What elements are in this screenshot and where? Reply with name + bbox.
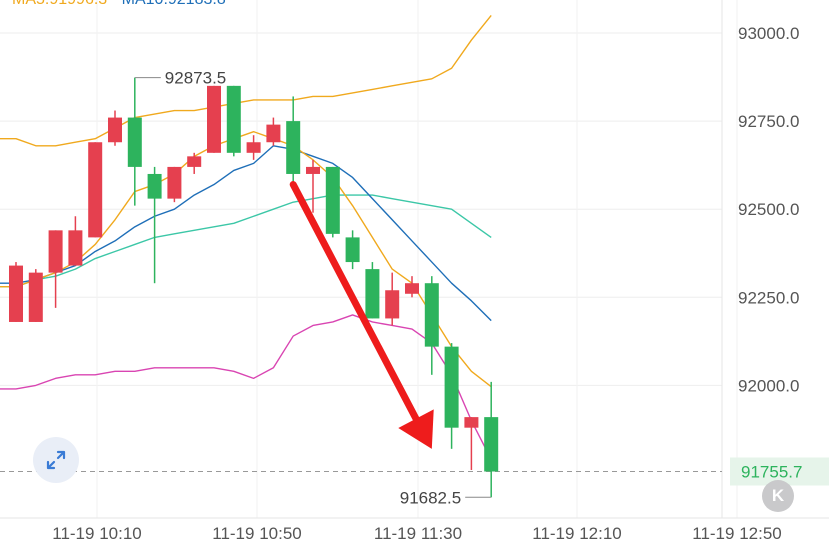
scroll-to-latest-button[interactable]: K <box>762 480 794 512</box>
candle-down <box>484 417 499 472</box>
candle-up <box>306 166 320 174</box>
candle-down <box>424 283 439 347</box>
ma-legend: MA5:91996.3 MA10:92183.8 <box>12 0 236 9</box>
candle-down <box>325 166 340 234</box>
expand-icon <box>46 450 66 470</box>
candle-up <box>464 417 479 428</box>
ma10-legend: MA10:92183.8 <box>122 0 226 8</box>
expand-chart-button[interactable] <box>33 437 79 483</box>
trend-arrow-head <box>398 409 434 449</box>
scroll-to-latest-icon: K <box>771 486 785 505</box>
y-tick-label: 92000.0 <box>738 376 799 395</box>
candle-down <box>286 121 301 174</box>
candle-down <box>127 117 142 167</box>
candle-up <box>266 124 281 143</box>
candle-down <box>147 173 162 199</box>
y-tick-label: 92500.0 <box>738 200 799 219</box>
candle-down <box>365 269 380 319</box>
candle-up <box>246 142 261 153</box>
candle-up <box>88 142 103 238</box>
x-tick-label: 11-19 11:30 <box>374 524 462 543</box>
ma5-legend: MA5:91996.3 <box>12 0 107 8</box>
boll-mid-line <box>0 194 492 288</box>
last-price-label: 91755.7 <box>741 462 802 481</box>
boll-upper-line <box>0 14 492 147</box>
candle-up <box>9 265 23 322</box>
y-tick-label: 93000.0 <box>738 24 799 43</box>
low-annotation: 91682.5 <box>400 488 461 507</box>
candle-up <box>48 230 63 273</box>
y-tick-label: 92750.0 <box>738 112 799 131</box>
boll-lower-line <box>0 314 492 460</box>
candle-up <box>68 230 83 266</box>
candle-up <box>108 117 122 143</box>
x-tick-label: 11-19 10:50 <box>212 524 301 543</box>
candle-up <box>385 290 400 319</box>
candle-down <box>444 346 459 428</box>
candle-up <box>405 283 419 294</box>
trend-arrow-shaft <box>289 181 420 423</box>
candle-down <box>226 85 241 153</box>
high-annotation: 92873.5 <box>165 69 226 88</box>
x-tick-label: 11-19 12:50 <box>692 524 781 543</box>
x-tick-label: 11-19 12:10 <box>532 524 621 543</box>
candle-down <box>345 237 360 263</box>
candle-up <box>207 85 221 153</box>
y-tick-label: 92250.0 <box>738 288 799 307</box>
x-tick-label: 11-19 10:10 <box>52 524 141 543</box>
candle-up <box>28 272 43 322</box>
candle-up <box>187 156 202 167</box>
candle-up <box>167 166 182 199</box>
